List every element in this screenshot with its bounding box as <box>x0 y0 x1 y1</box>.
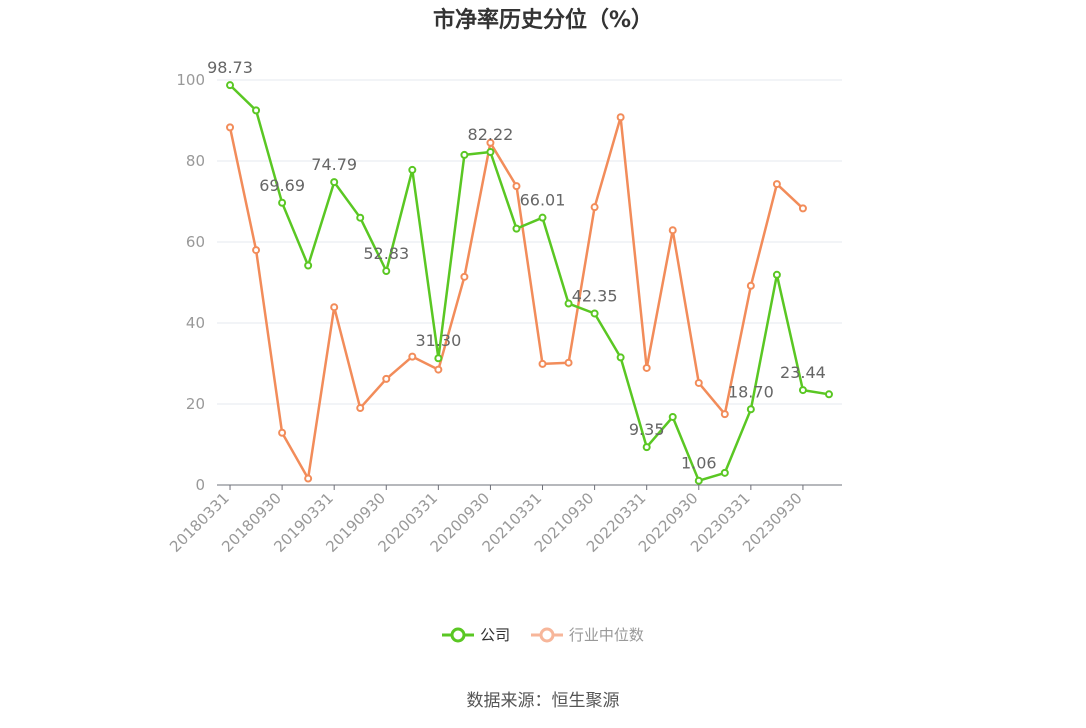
series-line-company <box>229 84 830 482</box>
chart-title: 市净率历史分位（%） <box>432 8 654 33</box>
y-tick-label: 100 <box>176 71 205 89</box>
data-point <box>408 352 417 361</box>
data-point <box>330 178 339 187</box>
data-point <box>382 374 391 383</box>
data-point <box>746 281 755 290</box>
data-point <box>642 443 651 452</box>
data-point <box>824 390 833 399</box>
data-point <box>434 365 443 374</box>
legend: 公司 行业中位数 <box>0 624 1086 647</box>
data-point <box>252 106 261 115</box>
data-point <box>720 468 729 477</box>
data-point <box>512 182 521 191</box>
data-point <box>616 113 625 122</box>
data-point <box>226 123 235 132</box>
data-label: 74.79 <box>311 155 357 174</box>
legend-label-industry: 行业中位数 <box>568 626 644 644</box>
data-point <box>356 404 365 413</box>
data-label: 9.35 <box>629 420 665 439</box>
data-point <box>668 412 677 421</box>
y-tick-label: 20 <box>186 395 205 413</box>
data-point <box>460 272 469 281</box>
data-label: 98.73 <box>207 58 253 77</box>
data-point <box>538 359 547 368</box>
data-source: 数据来源：恒生聚源 <box>466 691 620 711</box>
data-point <box>720 410 729 419</box>
line-chart: 0204060801002018033120180930201903312019… <box>166 58 842 556</box>
data-point <box>564 358 573 367</box>
data-label: 42.35 <box>572 286 618 305</box>
data-point <box>512 224 521 233</box>
data-label: 52.83 <box>363 244 409 263</box>
data-point <box>772 270 781 279</box>
data-point <box>590 309 599 318</box>
data-label: 82.22 <box>468 125 514 144</box>
data-point <box>694 378 703 387</box>
data-point <box>564 299 573 308</box>
data-point <box>694 476 703 485</box>
data-point <box>252 246 261 255</box>
y-tick-label: 40 <box>186 314 205 332</box>
data-point <box>408 165 417 174</box>
legend-item-company[interactable]: 公司 <box>442 624 510 645</box>
data-point <box>772 180 781 189</box>
y-tick-label: 60 <box>186 233 205 251</box>
legend-item-industry[interactable]: 行业中位数 <box>530 624 644 645</box>
data-point <box>616 353 625 362</box>
data-label: 18.70 <box>728 382 774 401</box>
data-point <box>278 428 287 437</box>
data-point <box>798 204 807 213</box>
data-label: 69.69 <box>259 176 305 195</box>
data-label: 23.44 <box>780 363 826 382</box>
data-point <box>486 148 495 157</box>
legend-marker-company-icon <box>442 627 475 642</box>
data-point <box>382 267 391 276</box>
data-point <box>642 363 651 372</box>
data-point <box>486 138 495 147</box>
data-point <box>356 213 365 222</box>
data-point <box>538 213 547 222</box>
data-label: 1.06 <box>681 454 717 473</box>
legend-marker-industry-icon <box>530 627 563 642</box>
data-label: 31.30 <box>415 331 461 350</box>
data-point <box>668 226 677 235</box>
data-point <box>746 405 755 414</box>
data-point <box>226 81 235 90</box>
legend-label-company: 公司 <box>480 626 511 644</box>
data-label: 66.01 <box>520 191 566 210</box>
data-point <box>460 150 469 159</box>
y-tick-label: 80 <box>186 152 205 170</box>
data-point <box>798 386 807 395</box>
data-point <box>304 474 313 483</box>
data-point <box>434 354 443 363</box>
data-point <box>590 203 599 212</box>
data-point <box>330 303 339 312</box>
data-point <box>304 261 313 270</box>
y-tick-label: 0 <box>195 476 205 494</box>
data-point <box>278 198 287 207</box>
